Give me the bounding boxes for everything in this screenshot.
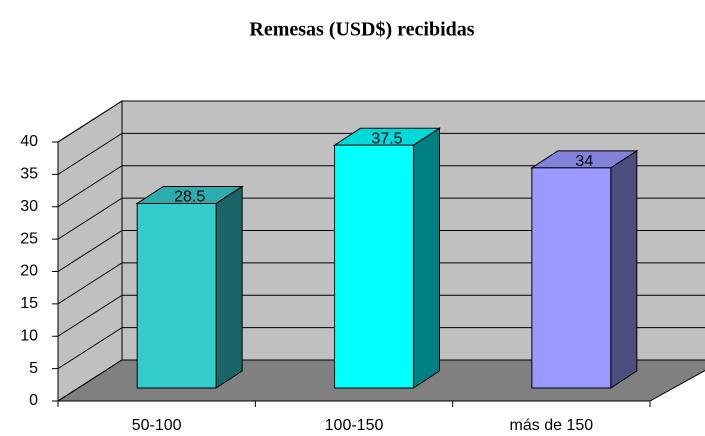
bar-side: [412, 127, 440, 389]
grid-line: [57, 294, 123, 337]
x-tick-label: 100-150: [325, 417, 384, 434]
grid-line: [57, 197, 123, 240]
grid-line: [57, 132, 123, 175]
grid-line: [57, 230, 123, 272]
grid-line: [57, 262, 123, 305]
bar: [531, 167, 612, 389]
bar-side: [610, 149, 638, 389]
grid-line: [57, 165, 123, 208]
grid-line: [57, 327, 123, 370]
data-label: 34: [575, 153, 593, 170]
bar: [136, 202, 217, 389]
chart-title: Remesas (USD$) recibidas: [249, 19, 474, 41]
y-tick-label: 20: [20, 263, 38, 280]
y-tick-label: 15: [20, 295, 38, 312]
x-tick-label: 50-100: [132, 417, 182, 434]
grid-line: [57, 359, 123, 402]
data-label: 37.5: [371, 130, 402, 147]
y-tick-label: 0: [29, 392, 38, 409]
y-tick-label: 30: [20, 198, 38, 215]
y-tick-label: 5: [29, 360, 38, 377]
data-label: 28.5: [174, 189, 205, 206]
x-tick-label: más de 150: [510, 417, 594, 434]
grid-line: [57, 100, 123, 143]
bar-side: [215, 185, 243, 389]
y-tick-label: 40: [20, 133, 38, 150]
y-tick-label: 35: [20, 166, 38, 183]
y-tick-label: 10: [20, 327, 38, 344]
bar: [334, 144, 414, 389]
y-tick-label: 25: [20, 230, 38, 247]
